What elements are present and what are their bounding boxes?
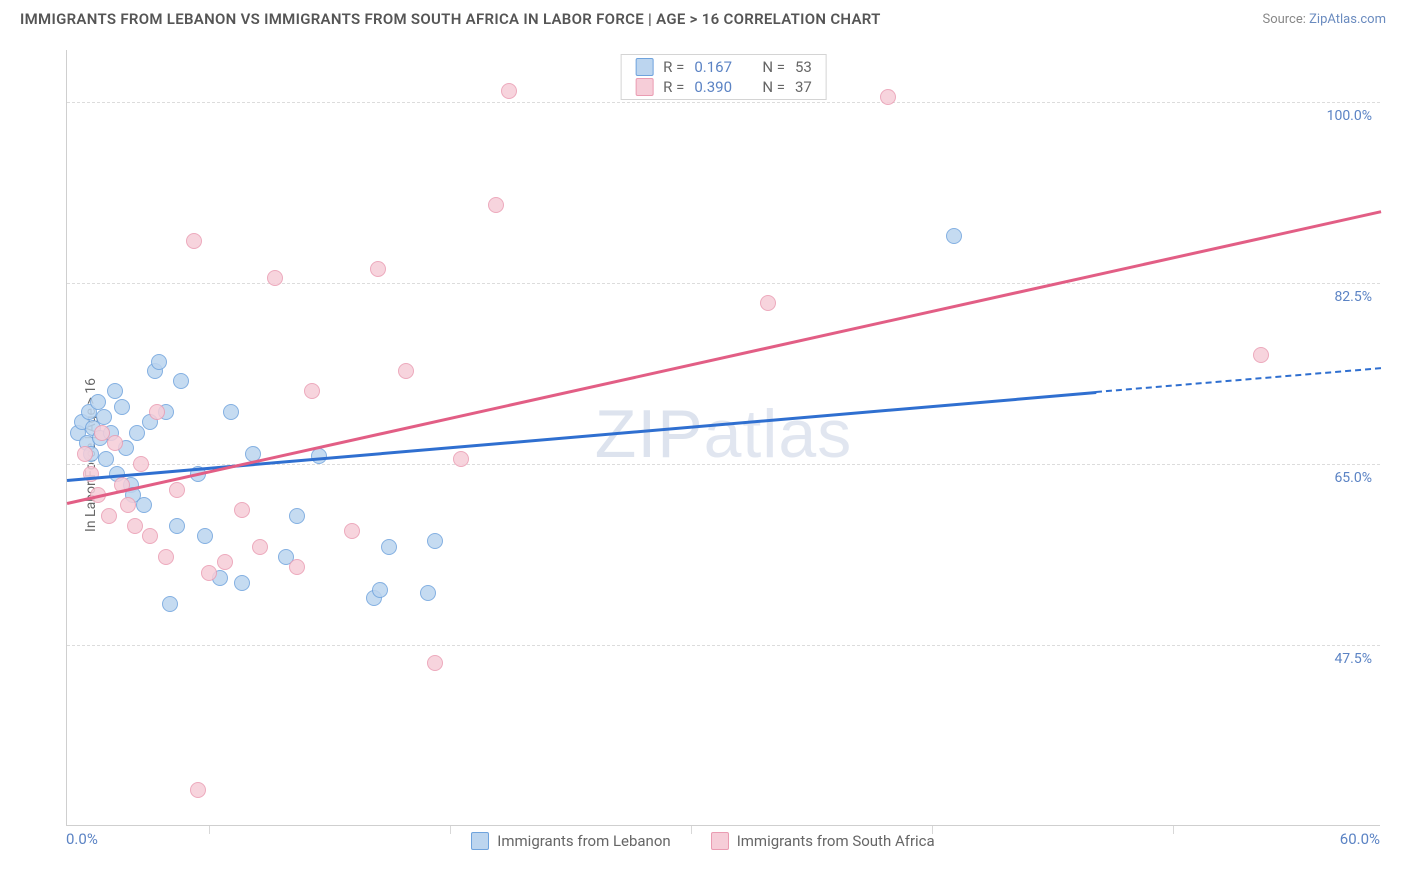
data-point [370,261,386,277]
data-point [186,233,202,249]
chart-title: IMMIGRANTS FROM LEBANON VS IMMIGRANTS FR… [20,10,881,28]
data-point [453,451,469,467]
data-point [98,451,114,467]
legend-swatch [711,832,729,850]
r-value: 0.167 [694,58,744,76]
legend-row: R = 0.167 N = 53 [621,57,826,77]
trend-line-dashed [1096,368,1381,394]
y-tick-label: 100.0% [1325,108,1374,124]
data-point [96,409,112,425]
n-value: 53 [795,58,812,76]
series-legend-item: Immigrants from Lebanon [471,832,670,850]
legend-swatch [471,832,489,850]
legend-swatch [635,78,653,96]
data-point [289,508,305,524]
data-point [120,497,136,513]
data-point [158,549,174,565]
data-point [398,363,414,379]
y-tick-label: 47.5% [1332,651,1374,667]
data-point [107,435,123,451]
data-point [217,554,233,570]
r-label: R = [663,78,684,96]
y-tick-label: 65.0% [1332,470,1374,486]
watermark: ZIPatlas [595,395,852,473]
data-point [427,533,443,549]
data-point [136,497,152,513]
data-point [252,539,268,555]
correlation-legend: R = 0.167 N = 53 R = 0.390 N = 37 [620,54,827,100]
data-point [149,404,165,420]
r-label: R = [663,58,684,76]
n-value: 37 [795,78,812,96]
gridline-horizontal [67,102,1380,103]
data-point [162,596,178,612]
data-point [372,582,388,598]
data-point [427,655,443,671]
series-legend-item: Immigrants from South Africa [711,832,935,850]
gridline-horizontal [67,283,1380,284]
data-point [234,575,250,591]
data-point [311,448,327,464]
data-point [127,518,143,534]
data-point [420,585,436,601]
series-legend: Immigrants from Lebanon Immigrants from S… [20,832,1386,850]
data-point [129,425,145,441]
data-point [267,270,283,286]
trend-line [67,210,1382,504]
series-name: Immigrants from Lebanon [497,832,670,850]
data-point [344,523,360,539]
legend-row: R = 0.390 N = 37 [621,77,826,97]
n-label: N = [762,58,785,76]
series-name: Immigrants from South Africa [737,832,935,850]
r-value: 0.390 [694,78,744,96]
data-point [501,83,517,99]
data-point [304,383,320,399]
data-point [234,502,250,518]
data-point [197,528,213,544]
n-label: N = [762,78,785,96]
data-point [151,354,167,370]
y-tick-label: 82.5% [1332,289,1374,305]
data-point [381,539,397,555]
source-attribution: Source: ZipAtlas.com [1262,12,1386,27]
chart-container: In Labor Force | Age > 16 ZIPatlas R = 0… [20,38,1386,872]
data-point [488,197,504,213]
plot-area: ZIPatlas R = 0.167N = 53R = 0.390N = 37 … [66,50,1380,826]
data-point [289,559,305,575]
data-point [169,518,185,534]
gridline-horizontal [67,645,1380,646]
data-point [880,89,896,105]
data-point [173,373,189,389]
data-point [946,228,962,244]
data-point [90,394,106,410]
data-point [223,404,239,420]
data-point [107,383,123,399]
data-point [169,482,185,498]
data-point [114,399,130,415]
data-point [101,508,117,524]
data-point [760,295,776,311]
data-point [1253,347,1269,363]
legend-swatch [635,58,653,76]
source-link[interactable]: ZipAtlas.com [1309,12,1386,27]
data-point [142,528,158,544]
data-point [77,446,93,462]
data-point [201,565,217,581]
data-point [133,456,149,472]
data-point [190,782,206,798]
